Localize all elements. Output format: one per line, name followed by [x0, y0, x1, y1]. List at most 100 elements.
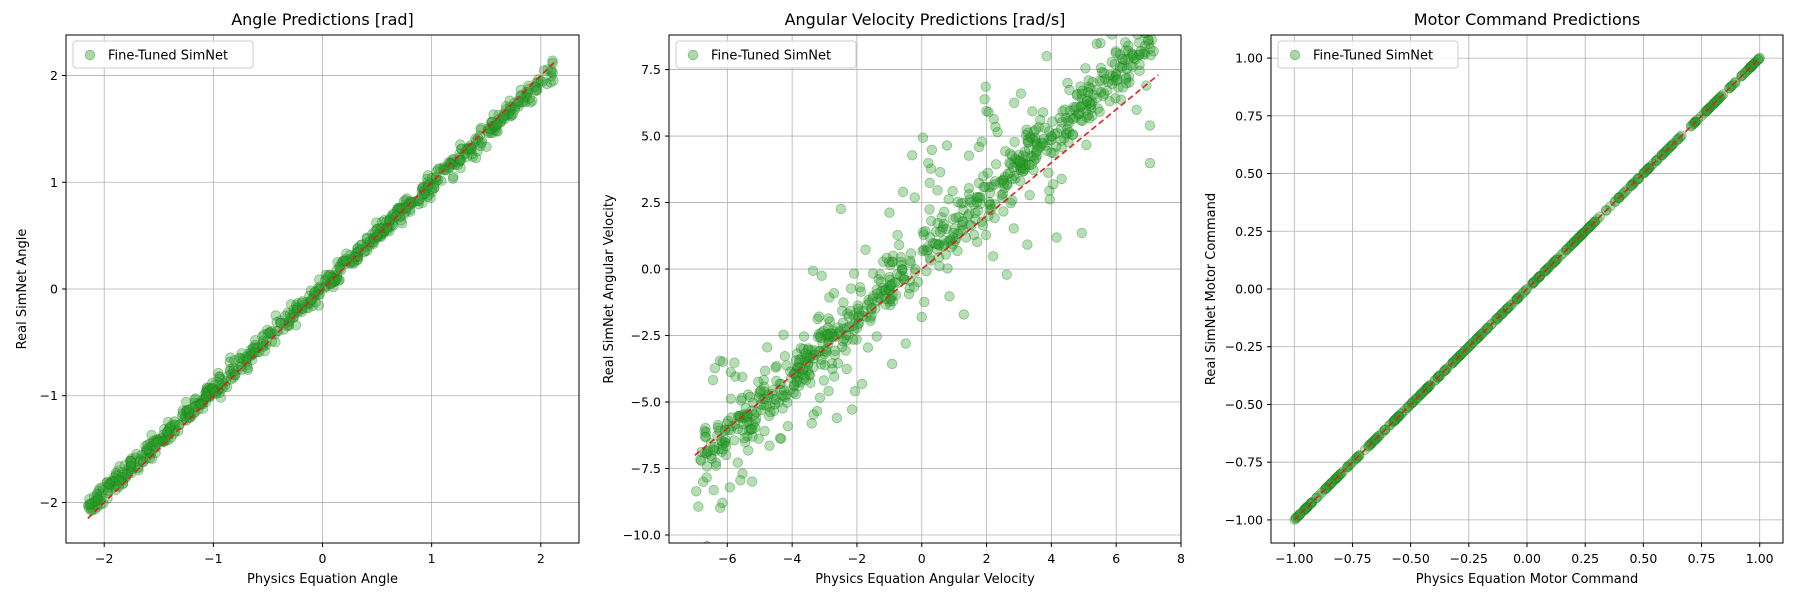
data-point — [1075, 101, 1086, 113]
data-point — [491, 125, 502, 137]
data-point — [401, 203, 412, 214]
data-point — [245, 344, 256, 356]
data-point — [716, 435, 727, 446]
data-point — [983, 196, 995, 208]
data-point — [975, 192, 986, 203]
data-point — [1006, 173, 1017, 185]
x-axis-label: Physics Equation Angle — [247, 572, 398, 587]
data-point — [729, 419, 741, 430]
data-point — [200, 391, 211, 403]
data-point — [782, 397, 793, 408]
data-point — [851, 334, 862, 345]
data-point — [271, 317, 282, 328]
data-point — [952, 245, 963, 257]
data-point — [1025, 150, 1037, 162]
data-point — [1020, 159, 1031, 170]
data-point — [371, 224, 383, 235]
data-point — [1068, 101, 1079, 113]
data-point — [221, 381, 233, 393]
data-point — [201, 391, 212, 402]
legend-marker — [1289, 49, 1301, 61]
data-point — [371, 217, 382, 228]
data-point — [849, 386, 861, 397]
data-point — [1046, 147, 1057, 158]
data-point — [486, 116, 498, 128]
data-point — [893, 239, 905, 251]
data-point — [863, 294, 874, 306]
data-point — [867, 291, 879, 302]
data-point — [710, 457, 722, 468]
data-point — [803, 343, 814, 354]
data-point — [106, 477, 118, 488]
data-point — [761, 400, 772, 412]
data-point — [1111, 69, 1122, 80]
data-point — [1013, 149, 1025, 161]
data-point — [931, 238, 942, 250]
data-point — [181, 415, 192, 426]
x-tick-label: 6 — [1112, 551, 1120, 566]
data-point — [503, 109, 514, 120]
data-point — [113, 481, 124, 493]
data-point — [204, 384, 216, 395]
data-point — [740, 436, 751, 448]
data-point — [797, 369, 809, 380]
data-point — [776, 390, 787, 401]
data-point — [291, 302, 302, 314]
data-point — [920, 226, 931, 237]
data-point — [108, 472, 120, 483]
data-point — [1056, 117, 1068, 128]
data-point — [904, 275, 916, 286]
data-point — [948, 227, 959, 239]
data-point — [124, 455, 136, 467]
data-point — [716, 436, 728, 447]
data-point — [729, 357, 740, 368]
data-point — [126, 453, 137, 464]
data-point — [288, 304, 299, 315]
data-point — [1056, 173, 1067, 185]
data-point — [725, 393, 737, 405]
data-point — [947, 232, 959, 243]
data-point — [504, 103, 515, 114]
data-point — [971, 236, 983, 248]
data-point — [749, 422, 761, 433]
data-point — [873, 292, 884, 303]
data-point — [134, 456, 145, 467]
data-point — [319, 275, 331, 286]
data-point — [717, 497, 728, 509]
data-point — [1009, 157, 1020, 168]
data-point — [206, 382, 217, 394]
data-point — [235, 353, 246, 364]
data-point — [1133, 37, 1145, 48]
data-point — [455, 162, 466, 174]
data-point — [791, 376, 802, 388]
data-point — [367, 237, 379, 248]
data-point — [801, 355, 812, 367]
data-point — [1107, 70, 1118, 81]
data-point — [717, 444, 728, 455]
data-point — [257, 335, 269, 347]
data-point — [695, 455, 707, 466]
data-point — [337, 256, 349, 267]
data-point — [1019, 159, 1031, 171]
data-point — [800, 348, 811, 359]
data-point — [1014, 156, 1026, 167]
data-point — [854, 282, 866, 293]
data-point — [425, 192, 436, 204]
data-point — [348, 251, 360, 263]
data-point — [957, 216, 968, 228]
data-point — [1015, 157, 1026, 168]
data-point — [997, 175, 1008, 186]
data-point — [152, 434, 164, 445]
data-point — [729, 435, 740, 446]
data-point — [196, 398, 207, 410]
data-point — [771, 394, 782, 405]
data-point — [89, 504, 101, 515]
x-tick-label: 1 — [428, 551, 436, 566]
data-point — [1056, 141, 1067, 153]
data-point — [110, 484, 121, 496]
data-point — [189, 406, 200, 418]
data-point — [1056, 135, 1067, 146]
data-point — [204, 391, 216, 403]
data-point — [1046, 130, 1057, 142]
chart-title: Motor Command Predictions — [1414, 10, 1640, 29]
